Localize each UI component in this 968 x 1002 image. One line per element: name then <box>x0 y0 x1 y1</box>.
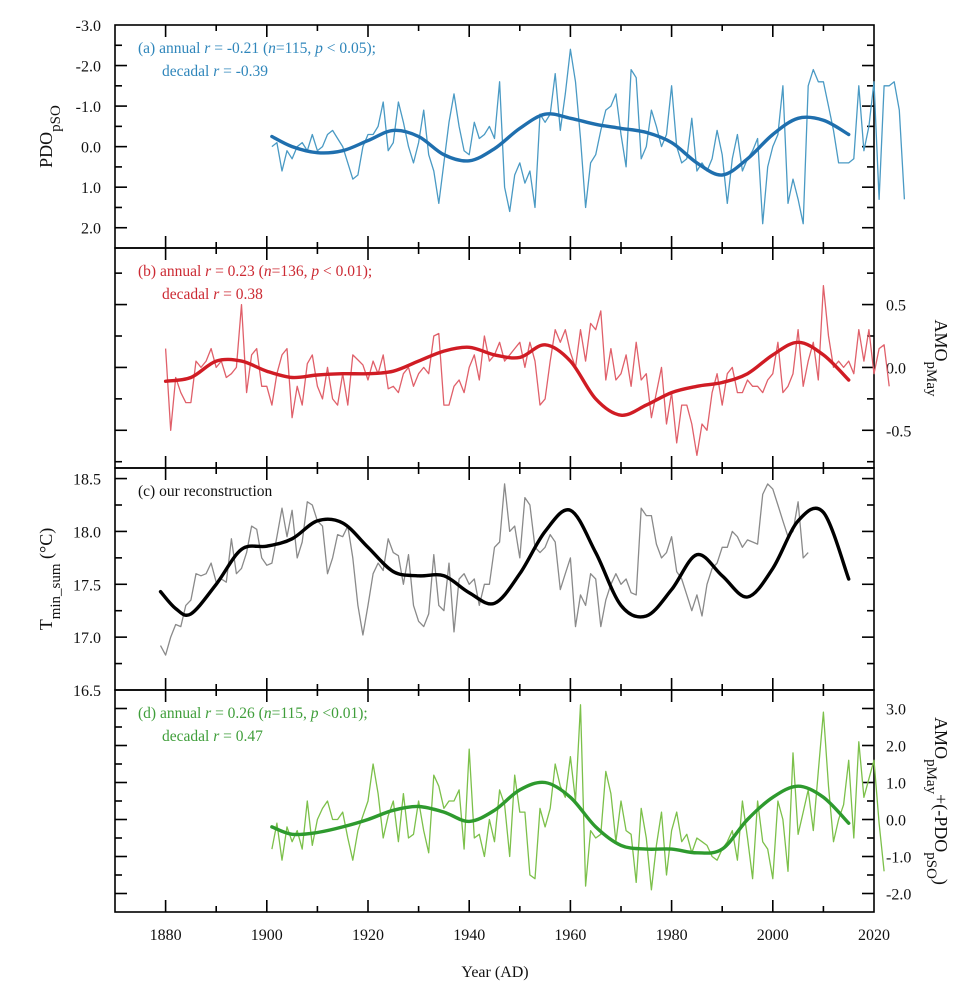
y-axis-label: AMOpMay+(-PDOpSO) <box>923 717 951 885</box>
panel-c: 16.5 17.0 17.5 18.0 18.5 Tmin_sum (°C) (c) our… <box>36 467 875 700</box>
x-tick-label: 1980 <box>656 927 688 944</box>
x-tick-label: 1940 <box>453 927 485 944</box>
y-tick-label: -2.0 <box>886 887 911 904</box>
panel-annotation-line1: (a) annual r = -0.21 (n=115, p < 0.05); <box>138 40 376 57</box>
y-tick-label: 2.0 <box>886 739 906 756</box>
y-axis-label: PDOpSO <box>36 105 64 168</box>
y-tick-label: 17.0 <box>73 630 101 647</box>
y-tick-label: 16.5 <box>73 683 101 700</box>
panel-annotation-line1: (c) our reconstruction <box>138 483 273 500</box>
y-tick-label: 0.0 <box>886 813 906 830</box>
y-tick-label: -0.5 <box>886 423 911 440</box>
y-axis-label: AMOpMay <box>923 319 951 397</box>
x-tick-label: 2020 <box>858 927 890 944</box>
y-tick-label: -1.0 <box>76 99 101 116</box>
y-tick-label: 0.5 <box>886 298 906 315</box>
panel-a: -3.0 -2.0 -1.0 0.0 1.0 2.0 PDOpSO (a) annual r … <box>36 18 906 249</box>
annual-series-line <box>271 48 906 225</box>
x-axis-label: Year (AD) <box>461 964 528 981</box>
y-tick-label: 17.5 <box>73 577 101 594</box>
panel-frame <box>114 689 875 913</box>
x-tick-label: 1880 <box>150 927 182 944</box>
panel-frame <box>114 467 875 691</box>
decadal-series-line <box>158 506 851 619</box>
panel-annotation-line2: decadal r = -0.39 <box>162 63 268 80</box>
panel-d: -2.0 -1.0 0.0 1.0 2.0 3.0 AMOpMay+(-PDOpSO) (d)… <box>114 689 951 913</box>
y-tick-label: 2.0 <box>81 221 101 238</box>
panel-annotation-line2: decadal r = 0.47 <box>162 728 263 745</box>
annual-series-line <box>159 483 809 656</box>
y-tick-label: 1.0 <box>81 180 101 197</box>
x-tick-label: 1960 <box>554 927 586 944</box>
decadal-series-line <box>270 780 851 855</box>
x-tick-label: 1920 <box>352 927 384 944</box>
panel-annotation-line1: (b) annual r = 0.23 (n=136, p < 0.01); <box>138 263 372 280</box>
x-tick-label: 1900 <box>251 927 283 944</box>
y-tick-label: 0.0 <box>886 360 906 377</box>
annual-series-line <box>271 704 885 891</box>
decadal-series-line <box>163 340 851 417</box>
panel-b: -0.5 0.0 0.5 AMOpMay (b) annual r = 0.23 (n=… <box>114 247 951 469</box>
y-tick-label: -1.0 <box>886 850 911 867</box>
y-tick-label: -3.0 <box>76 18 101 35</box>
panel-annotation-line2: decadal r = 0.38 <box>162 286 263 303</box>
y-tick-label: -2.0 <box>76 59 101 76</box>
y-tick-label: 18.0 <box>73 524 101 541</box>
y-tick-label: 1.0 <box>886 776 906 793</box>
y-tick-label: 18.5 <box>73 472 101 489</box>
y-axis-label: Tmin_sum (°C) <box>36 528 64 631</box>
x-tick-label: 2000 <box>757 927 789 944</box>
y-tick-label: 3.0 <box>886 702 906 719</box>
panel-annotation-line1: (d) annual r = 0.26 (n=115, p <0.01); <box>138 705 368 722</box>
y-tick-label: 0.0 <box>81 140 101 157</box>
annual-series-line <box>164 285 890 457</box>
x-axis: 1880 1900 1920 1940 1960 1980 2000 2020 <box>150 927 890 944</box>
decadal-series-line <box>270 112 851 177</box>
